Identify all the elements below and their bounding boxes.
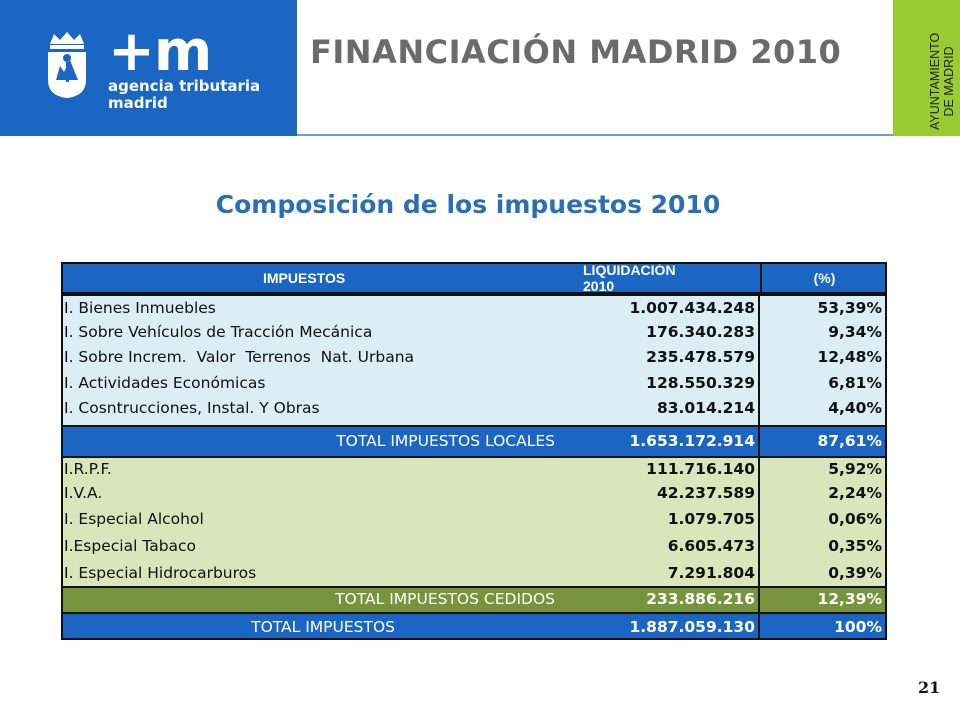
row-value: 83.014.214 [656, 399, 755, 417]
table-row: I. Cosntrucciones, Instal. Y Obras 83.01… [61, 396, 887, 420]
table-rule [61, 456, 887, 458]
table-rule [61, 294, 887, 296]
row-value: 42.237.589 [656, 484, 755, 502]
row-pct: 4,40% [828, 399, 882, 417]
row-pct: 6,81% [828, 374, 882, 392]
page-title: FINANCIACIÓN MADRID 2010 [310, 33, 842, 71]
logo-mark: +m [108, 19, 212, 84]
row-name: I. Cosntrucciones, Instal. Y Obras [64, 399, 320, 417]
table-row: I. Sobre Vehículos de Tracción Mecánica … [61, 320, 887, 344]
row-name: I.Especial Tabaco [64, 537, 197, 555]
total-local-row: TOTAL IMPUESTOS LOCALES 1.653.172.914 87… [61, 426, 887, 456]
madrid-crest-icon [48, 32, 86, 98]
side-tab [893, 0, 960, 136]
row-value: 128.550.329 [646, 374, 755, 392]
header-impuestos: IMPUESTOS [263, 270, 346, 286]
agency-line1: agencia tributaria [108, 77, 261, 95]
table-rule [61, 612, 887, 614]
total-cedidos-value: 233.886.216 [646, 590, 755, 608]
total-cedidos-pct: 12,39% [817, 590, 882, 608]
table-row: I. Sobre Increm. Valor Terrenos Nat. Urb… [61, 344, 887, 370]
table-row: I. Especial Hidrocarburos 7.291.804 0,39… [61, 560, 887, 586]
subtitle: Composición de los impuestos 2010 [215, 190, 721, 219]
row-value: 1.079.705 [667, 510, 755, 528]
table-rule [61, 586, 887, 588]
row-pct: 53,39% [817, 299, 882, 317]
row-name: I. Sobre Increm. Valor Terrenos Nat. Urb… [64, 348, 415, 366]
total-label: TOTAL IMPUESTOS [251, 618, 395, 636]
row-name: I.V.A. [64, 484, 103, 502]
agency-line2: madrid [108, 94, 168, 112]
table-row: I.Especial Tabaco 6.605.473 0,35% [61, 532, 887, 560]
row-value: 111.716.140 [646, 460, 755, 478]
header-pct: (%) [760, 264, 887, 292]
side-tab-line2: DE MADRID [942, 46, 956, 117]
table-rule [61, 425, 887, 427]
total-local-value: 1.653.172.914 [629, 432, 755, 450]
table-header: IMPUESTOS LIQUIDACIÓN 2010 (%) [61, 262, 887, 294]
table-row: I. Especial Alcohol 1.079.705 0,06% [61, 506, 887, 532]
header-liquidacion: LIQUIDACIÓN 2010 [583, 262, 676, 294]
total-cedidos-label: TOTAL IMPUESTOS CEDIDOS [335, 590, 555, 608]
row-value: 1.007.434.248 [629, 299, 755, 317]
total-local-label: TOTAL IMPUESTOS LOCALES [336, 432, 555, 450]
side-tab-line1: AYUNTAMIENTO [928, 32, 942, 130]
table-row: I.R.P.F. 111.716.140 5,92% [61, 458, 887, 480]
page-number: 21 [918, 678, 941, 697]
table-row: I. Actividades Económicas 128.550.329 6,… [61, 370, 887, 396]
row-name: I. Bienes Inmuebles [64, 299, 216, 317]
row-name: I. Especial Alcohol [64, 510, 204, 528]
total-local-pct: 87,61% [817, 432, 882, 450]
row-pct: 0,06% [828, 510, 882, 528]
header-divider [297, 134, 893, 136]
row-pct: 0,35% [828, 537, 882, 555]
table-row: I.V.A. 42.237.589 2,24% [61, 480, 887, 506]
side-tab-label: AYUNTAMIENTO DE MADRID [896, 2, 956, 132]
row-value: 7.291.804 [667, 564, 755, 582]
row-value: 6.605.473 [667, 537, 755, 555]
row-pct: 5,92% [828, 460, 882, 478]
row-value: 235.478.579 [646, 348, 755, 366]
row-pct: 12,48% [817, 348, 882, 366]
agency-name: agencia tributaria madrid [108, 78, 260, 112]
total-value: 1.887.059.130 [629, 618, 755, 636]
logo-block: +m agencia tributaria madrid [0, 0, 297, 136]
total-row: TOTAL IMPUESTOS 1.887.059.130 100% [61, 614, 887, 640]
row-name: I.R.P.F. [64, 460, 112, 478]
row-name: I. Actividades Económicas [64, 374, 266, 392]
row-value: 176.340.283 [646, 323, 755, 341]
row-pct: 2,24% [828, 484, 882, 502]
table-row: I. Bienes Inmuebles 1.007.434.248 53,39% [61, 296, 887, 320]
table-spacer [61, 420, 887, 426]
total-pct: 100% [834, 618, 882, 636]
row-name: I. Sobre Vehículos de Tracción Mecánica [64, 323, 373, 341]
row-pct: 9,34% [828, 323, 882, 341]
row-name: I. Especial Hidrocarburos [64, 564, 257, 582]
total-cedidos-row: TOTAL IMPUESTOS CEDIDOS 233.886.216 12,3… [61, 586, 887, 612]
row-pct: 0,39% [828, 564, 882, 582]
